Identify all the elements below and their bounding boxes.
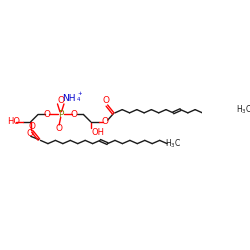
Text: O: O xyxy=(44,110,51,119)
Text: O: O xyxy=(26,130,34,138)
Text: O: O xyxy=(57,96,64,105)
Text: OH: OH xyxy=(92,128,104,137)
Text: O: O xyxy=(71,110,78,119)
Text: O: O xyxy=(28,122,35,131)
Text: HO: HO xyxy=(7,117,20,126)
Text: O: O xyxy=(102,117,109,126)
Text: H$_3$C: H$_3$C xyxy=(236,103,250,116)
Text: $_4^+$: $_4^+$ xyxy=(76,90,83,104)
Text: O: O xyxy=(56,124,62,133)
Text: H$_3$C: H$_3$C xyxy=(164,137,181,150)
Text: NH: NH xyxy=(62,94,76,103)
Text: O: O xyxy=(102,96,110,105)
Text: P: P xyxy=(58,110,64,119)
